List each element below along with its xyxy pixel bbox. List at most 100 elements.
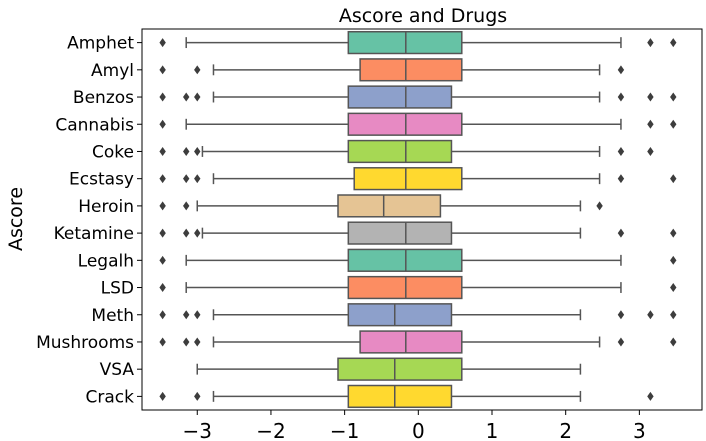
outlier-point — [670, 92, 677, 102]
y-tick-label: Crack — [86, 387, 135, 407]
outlier-point — [617, 65, 625, 75]
box-group-benzos — [159, 85, 677, 109]
outlier-point — [617, 310, 625, 320]
y-tick-label: Coke — [92, 142, 134, 162]
outlier-point — [194, 391, 201, 401]
box — [347, 303, 453, 327]
y-tick-label: Legalh — [78, 251, 134, 271]
box-group-mushrooms — [159, 330, 677, 354]
outlier-point — [647, 310, 654, 320]
outlier-point — [159, 119, 166, 129]
outlier-point — [159, 174, 166, 184]
box-group-amyl — [159, 58, 625, 82]
box — [337, 194, 442, 218]
box — [347, 221, 453, 245]
outlier-point — [183, 174, 190, 184]
outlier-point — [183, 146, 190, 156]
outlier-point — [194, 174, 201, 184]
y-tick-label: Amphet — [67, 34, 134, 54]
outlier-point — [670, 283, 677, 293]
x-tick-label: 3 — [633, 419, 646, 441]
outlier-point — [617, 337, 625, 347]
outlier-point — [183, 337, 190, 347]
outlier-point — [617, 92, 625, 102]
y-tick-label: Ketamine — [54, 224, 134, 244]
y-tick-label: Ecstasy — [69, 170, 134, 190]
outlier-point — [617, 174, 625, 184]
outlier-point — [617, 228, 625, 238]
outlier-point — [183, 310, 190, 320]
box-group-coke — [159, 139, 654, 164]
outlier-point — [647, 146, 654, 156]
outlier-point — [159, 38, 166, 48]
box — [359, 330, 463, 354]
y-tick-label: Cannabis — [55, 115, 134, 135]
outlier-point — [159, 337, 166, 347]
outlier-point — [159, 255, 166, 265]
outlier-point — [670, 310, 677, 320]
y-tick-label: Mushrooms — [36, 333, 134, 353]
outlier-point — [159, 391, 166, 401]
box-group-legalh — [159, 248, 677, 272]
outlier-point — [670, 337, 677, 347]
box-group-amphet — [159, 30, 677, 55]
outlier-point — [159, 65, 166, 75]
outlier-point — [183, 228, 190, 238]
outlier-point — [194, 337, 201, 347]
x-tick-label: −3 — [183, 419, 212, 441]
outlier-point — [670, 119, 677, 129]
outlier-point — [194, 310, 201, 320]
y-tick-label: Heroin — [78, 197, 134, 217]
outlier-point — [670, 228, 677, 238]
box-group-lsd — [159, 275, 677, 300]
outlier-point — [194, 228, 201, 238]
box — [353, 167, 463, 191]
outlier-point — [194, 146, 201, 156]
outlier-point — [159, 201, 166, 211]
outlier-point — [194, 92, 201, 102]
outlier-point — [596, 201, 603, 211]
outlier-point — [670, 255, 677, 265]
y-tick-label: LSD — [101, 279, 134, 299]
x-tick-label: 2 — [559, 419, 572, 441]
outlier-point — [183, 201, 190, 211]
outlier-point — [159, 283, 166, 293]
box-group-ecstasy — [159, 167, 677, 191]
box — [347, 384, 453, 409]
outlier-point — [159, 228, 166, 238]
chart-title: Ascore and Drugs — [339, 5, 507, 27]
outlier-point — [159, 92, 166, 102]
box — [359, 58, 463, 82]
box-group-crack — [159, 384, 654, 409]
y-axis-label: Ascore — [5, 187, 27, 251]
x-tick-label: −1 — [330, 419, 359, 441]
box-group-heroin — [159, 194, 603, 218]
plot-area: Amphet Amyl Benzos Cannabis Coke Ecstasy Heroi… — [36, 30, 677, 441]
box — [347, 85, 453, 109]
box-group-vsa — [196, 357, 582, 381]
box — [347, 139, 453, 164]
outlier-point — [670, 38, 677, 48]
outlier-point — [647, 391, 654, 401]
box — [337, 357, 463, 381]
box-group-meth — [159, 303, 677, 327]
y-tick-label: Benzos — [73, 88, 134, 108]
outlier-point — [194, 65, 201, 75]
outlier-point — [159, 146, 166, 156]
outlier-point — [670, 174, 677, 184]
y-tick-label: Amyl — [91, 61, 134, 81]
y-tick-label: Meth — [91, 306, 134, 326]
outlier-point — [159, 310, 166, 320]
outlier-point — [647, 38, 654, 48]
outlier-point — [617, 146, 625, 156]
y-tick-label: VSA — [100, 360, 135, 380]
outlier-point — [647, 92, 654, 102]
plot-frame — [141, 28, 703, 411]
x-tick-label: 1 — [486, 419, 499, 441]
x-tick-label: −2 — [256, 419, 285, 441]
outlier-point — [647, 119, 654, 129]
x-tick-label: 0 — [412, 419, 425, 441]
box-group-ketamine — [159, 221, 677, 245]
box-group-cannabis — [159, 112, 677, 136]
